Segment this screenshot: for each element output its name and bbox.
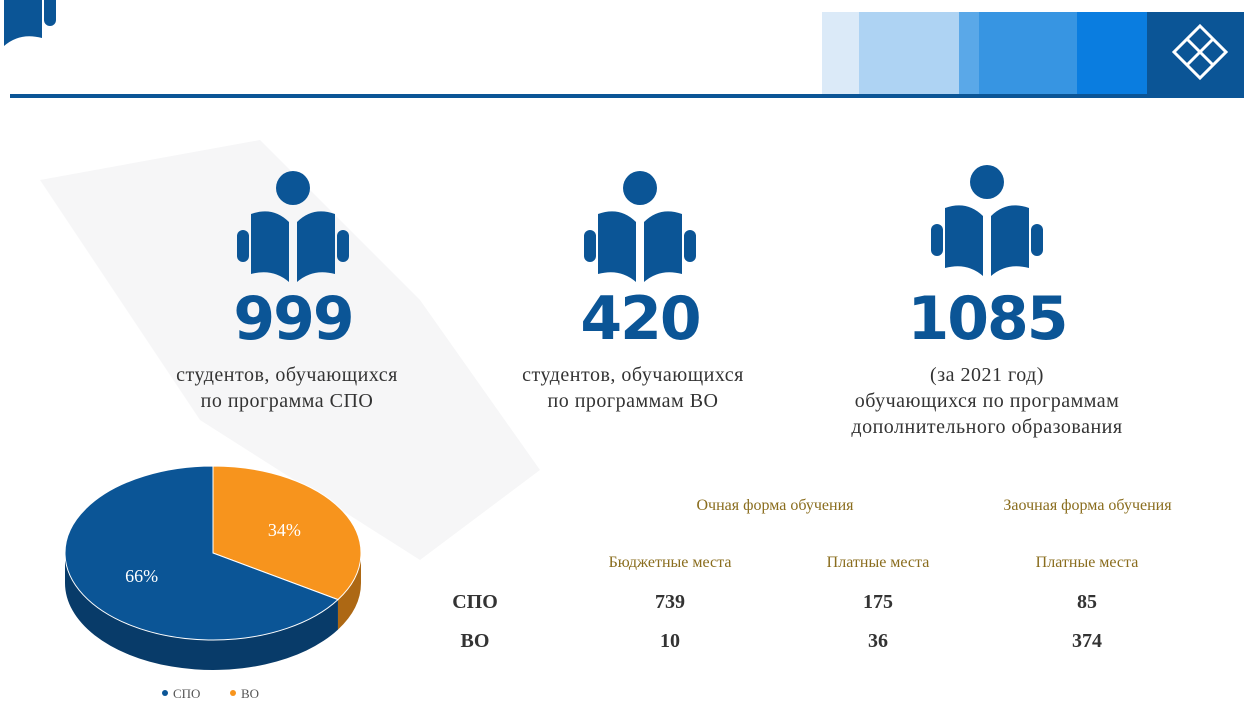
table-cell: 36 — [868, 630, 888, 652]
pie-chart: 34% 66% СПО ВО — [64, 465, 362, 701]
stat-caption: (за 2021 год) обучающихся по программам до… — [797, 362, 1177, 440]
column-header: Платные места — [1035, 554, 1139, 571]
caption-line: обучающихся по программам — [854, 390, 1120, 412]
logo — [1171, 23, 1229, 81]
header-block — [959, 12, 979, 96]
legend-marker — [162, 690, 168, 696]
header-line — [10, 94, 1244, 98]
reader-icon — [4, 0, 56, 46]
reader-icon — [931, 165, 1043, 276]
pie-slice — [64, 465, 339, 641]
header-block — [859, 12, 959, 96]
table-cell: 10 — [660, 630, 680, 652]
pie-slice — [212, 465, 362, 601]
row-label: СПО — [452, 591, 498, 613]
group-header: Очная форма обучения — [696, 497, 854, 514]
stat-value: 1085 — [907, 284, 1069, 354]
caption-line: по программа СПО — [200, 390, 374, 412]
table-cell: 374 — [1072, 630, 1102, 652]
header-block — [822, 12, 859, 96]
column-header: Бюджетные места — [608, 554, 732, 571]
reader-icon — [584, 171, 696, 282]
stat-caption: студентов, обучающихся по программам ВО — [443, 362, 823, 414]
caption-line: студентов, обучающихся — [176, 364, 398, 386]
caption-line: дополнительного образования — [851, 416, 1123, 438]
row-label: ВО — [460, 630, 490, 652]
header-block — [1077, 12, 1147, 96]
table-cell: 85 — [1077, 591, 1097, 613]
legend-label: ВО — [241, 686, 259, 701]
legend-label: СПО — [173, 686, 200, 701]
caption-line: по программам ВО — [547, 390, 719, 412]
legend-marker — [230, 690, 236, 696]
table-cell: 739 — [655, 591, 685, 613]
group-header: Заочная форма обучения — [1003, 497, 1172, 514]
pie-side — [65, 553, 338, 670]
pie-side — [337, 553, 361, 630]
data-label: 34% — [268, 520, 301, 540]
caption-line: (за 2021 год) — [930, 364, 1044, 386]
watermark — [40, 140, 540, 560]
data-label: 66% — [125, 566, 158, 586]
table-cell: 175 — [863, 591, 893, 613]
column-header: Платные места — [826, 554, 930, 571]
stat-value: 999 — [233, 284, 354, 354]
stat-caption: студентов, обучающихся по программа СПО — [97, 362, 477, 414]
stat-value: 420 — [580, 284, 701, 354]
caption-line: студентов, обучающихся — [522, 364, 744, 386]
header-block — [979, 12, 1077, 96]
header-block — [1147, 12, 1244, 96]
